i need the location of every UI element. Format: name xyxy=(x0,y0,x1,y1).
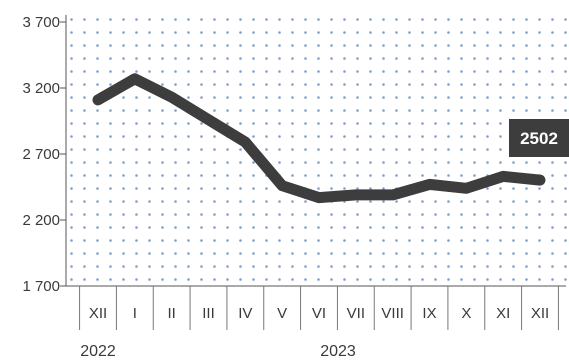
y-tick-label: 2 700 xyxy=(22,146,60,163)
x-tick-label: XII xyxy=(89,305,107,322)
x-tick-label: VII xyxy=(347,305,365,322)
series xyxy=(92,73,546,204)
plot-background xyxy=(66,10,569,286)
y-axis: 3 700 3 200 2 700 2 200 1 700 xyxy=(22,14,67,295)
x-tick-label: IV xyxy=(238,305,252,322)
series-line xyxy=(92,73,546,204)
x-tick-label: V xyxy=(277,305,287,322)
y-tick-label: 3 700 xyxy=(22,14,60,31)
y-tick-label: 3 200 xyxy=(22,80,60,97)
year-label: 2023 xyxy=(320,343,356,360)
x-tick-label: III xyxy=(202,305,215,322)
x-tick-label: IX xyxy=(422,305,436,322)
y-tick-label: 1 700 xyxy=(22,278,60,295)
x-tick-label: X xyxy=(461,305,471,322)
year-label: 2022 xyxy=(80,343,116,360)
last-value-callout: 2502 xyxy=(509,119,569,157)
y-tick-label: 2 200 xyxy=(22,212,60,229)
x-tick-label: II xyxy=(167,305,175,322)
x-tick-label: XI xyxy=(496,305,510,322)
last-value-label: 2502 xyxy=(520,129,558,148)
x-tick-label: I xyxy=(133,305,137,322)
x-tick-label: XII xyxy=(531,305,549,322)
x-tick-label: VI xyxy=(312,305,326,322)
last-value-label-box xyxy=(509,119,569,157)
x-tick-label: VIII xyxy=(381,305,404,322)
